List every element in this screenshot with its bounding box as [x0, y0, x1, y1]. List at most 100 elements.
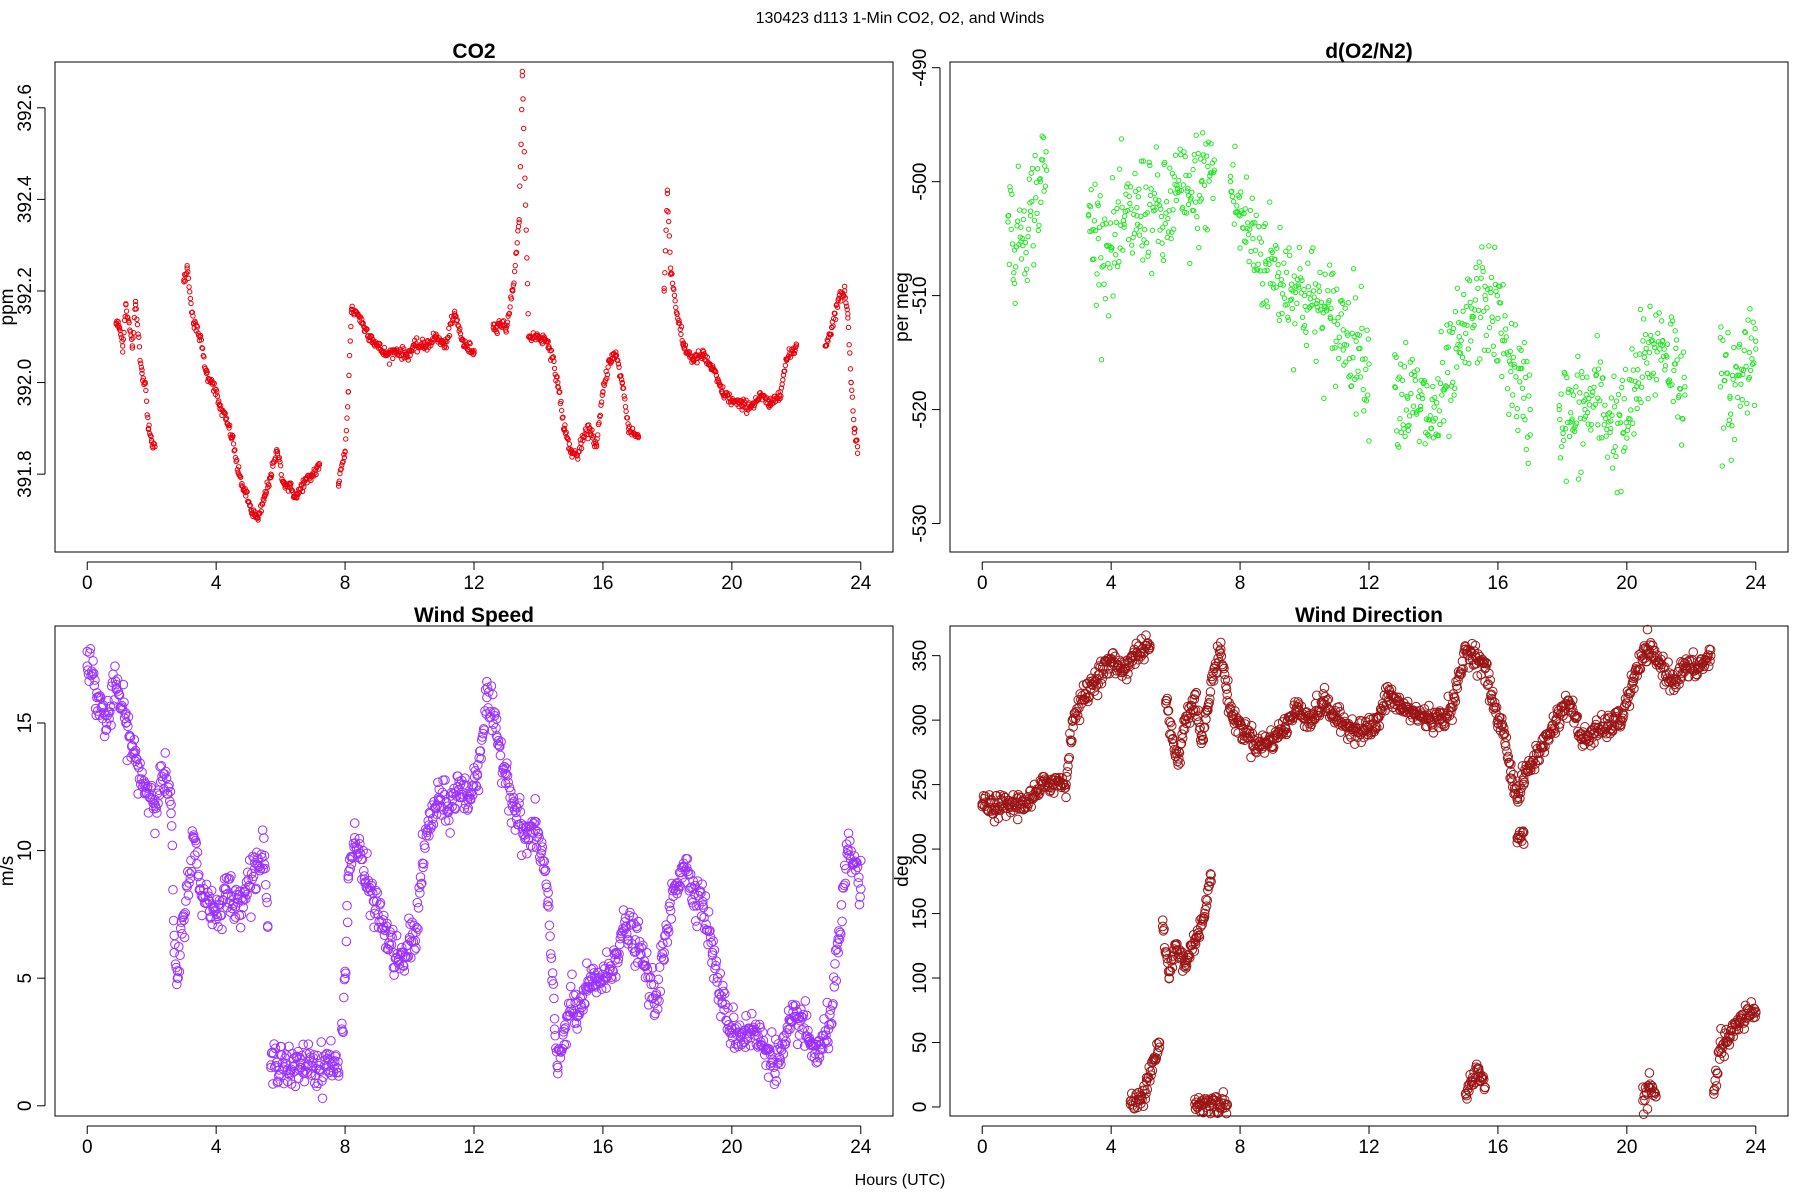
data-point	[1662, 363, 1669, 369]
data-point	[1030, 243, 1036, 249]
data-point	[130, 756, 141, 767]
data-point	[1417, 403, 1424, 410]
data-point	[416, 879, 426, 890]
data-point	[792, 1039, 803, 1050]
data-point	[420, 843, 430, 853]
data-point	[219, 874, 230, 884]
data-point	[662, 270, 668, 276]
data-point	[661, 924, 672, 935]
data-point	[1600, 375, 1606, 381]
data-point	[257, 852, 267, 863]
data-point	[1211, 167, 1217, 173]
data-point	[566, 441, 573, 447]
data-point	[242, 489, 248, 496]
data-point	[1387, 690, 1398, 701]
data-point	[1719, 1051, 1729, 1062]
data-point	[1724, 370, 1731, 376]
data-point	[1462, 1094, 1472, 1104]
data-point	[144, 412, 150, 418]
data-point	[1535, 747, 1545, 758]
data-point	[255, 517, 261, 523]
data-point	[840, 878, 851, 889]
data-point	[1206, 870, 1216, 880]
data-point	[152, 808, 162, 818]
data-point	[1042, 183, 1049, 189]
data-point	[229, 434, 235, 441]
data-point	[417, 858, 428, 869]
data-point	[1518, 827, 1529, 838]
data-point	[852, 426, 858, 432]
data-point	[585, 983, 595, 993]
data-point	[1314, 304, 1321, 310]
data-point	[1664, 354, 1670, 360]
data-point	[1332, 383, 1339, 390]
data-point	[1211, 1092, 1222, 1102]
data-point	[1444, 322, 1450, 328]
data-point	[1502, 746, 1512, 757]
data-point	[1453, 364, 1460, 370]
data-point	[1602, 732, 1612, 743]
data-point	[1456, 669, 1466, 679]
data-point	[1064, 752, 1075, 763]
data-point	[1676, 392, 1682, 399]
data-point	[1355, 368, 1361, 374]
data-point	[1489, 697, 1500, 708]
data-point	[523, 227, 529, 233]
data-point	[343, 871, 354, 881]
data-point	[1719, 463, 1725, 469]
data-point	[1439, 392, 1445, 398]
data-point	[386, 930, 396, 940]
data-point	[1673, 337, 1680, 343]
data-point	[229, 432, 235, 438]
data-point	[1629, 683, 1639, 694]
data-point	[194, 324, 201, 330]
data-point	[438, 775, 448, 786]
data-point	[511, 268, 518, 275]
data-point	[340, 973, 350, 983]
data-point	[129, 734, 140, 745]
data-point	[1464, 1086, 1474, 1097]
x-tick-label: 24	[1745, 1137, 1767, 1158]
data-point	[1736, 341, 1743, 348]
data-point	[1263, 261, 1269, 267]
data-point	[1111, 209, 1117, 215]
data-point	[1279, 291, 1286, 297]
data-point	[411, 922, 422, 933]
data-point	[758, 1035, 769, 1046]
data-point	[1175, 739, 1186, 749]
data-point	[345, 389, 351, 395]
data-point	[849, 394, 856, 400]
data-point	[832, 316, 839, 323]
data-point	[678, 323, 685, 330]
data-point	[509, 288, 516, 294]
data-point	[1727, 393, 1733, 400]
data-point	[1258, 251, 1264, 257]
data-point	[1472, 307, 1478, 313]
data-point	[664, 901, 675, 912]
data-point	[119, 697, 129, 708]
data-point	[1190, 689, 1200, 700]
data-point	[1201, 158, 1207, 164]
data-point	[1162, 220, 1169, 227]
data-point	[1027, 213, 1034, 219]
data-point	[1395, 444, 1402, 450]
data-point	[290, 1081, 301, 1092]
data-point	[381, 344, 388, 351]
data-point	[495, 750, 506, 761]
data-point	[1717, 334, 1724, 341]
data-point	[184, 878, 194, 888]
data-point	[1735, 394, 1741, 401]
data-point	[1568, 387, 1575, 394]
data-point	[1456, 349, 1462, 356]
data-point	[604, 372, 611, 378]
data-point	[535, 334, 542, 340]
data-point	[660, 930, 671, 941]
data-point	[1096, 282, 1102, 288]
data-point	[82, 646, 93, 657]
data-point	[615, 357, 621, 364]
data-point	[1319, 324, 1326, 331]
data-point	[1731, 344, 1737, 351]
data-point	[1033, 195, 1039, 201]
data-point	[165, 786, 176, 797]
